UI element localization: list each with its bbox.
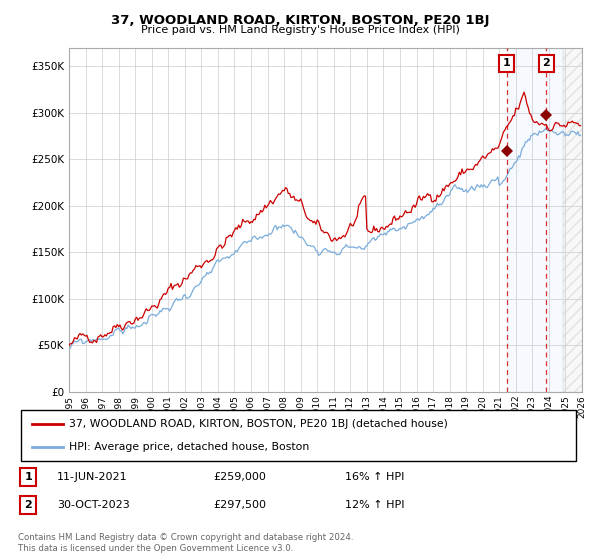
Text: 37, WOODLAND ROAD, KIRTON, BOSTON, PE20 1BJ (detached house): 37, WOODLAND ROAD, KIRTON, BOSTON, PE20 … <box>69 419 448 429</box>
Text: 2: 2 <box>25 500 32 510</box>
Text: Contains HM Land Registry data © Crown copyright and database right 2024.
This d: Contains HM Land Registry data © Crown c… <box>18 533 353 553</box>
Text: 1: 1 <box>503 58 511 68</box>
Text: 12% ↑ HPI: 12% ↑ HPI <box>345 500 404 510</box>
Bar <box>563 48 590 392</box>
Text: 11-JUN-2021: 11-JUN-2021 <box>57 472 128 482</box>
Text: 16% ↑ HPI: 16% ↑ HPI <box>345 472 404 482</box>
Bar <box>507 48 563 392</box>
Text: £259,000: £259,000 <box>213 472 266 482</box>
Text: 30-OCT-2023: 30-OCT-2023 <box>57 500 130 510</box>
Text: 2: 2 <box>542 58 550 68</box>
Text: HPI: Average price, detached house, Boston: HPI: Average price, detached house, Bost… <box>69 442 309 452</box>
Text: £297,500: £297,500 <box>213 500 266 510</box>
Text: 1: 1 <box>25 472 32 482</box>
FancyBboxPatch shape <box>21 410 577 461</box>
Text: 37, WOODLAND ROAD, KIRTON, BOSTON, PE20 1BJ: 37, WOODLAND ROAD, KIRTON, BOSTON, PE20 … <box>111 14 489 27</box>
Text: Price paid vs. HM Land Registry's House Price Index (HPI): Price paid vs. HM Land Registry's House … <box>140 25 460 35</box>
